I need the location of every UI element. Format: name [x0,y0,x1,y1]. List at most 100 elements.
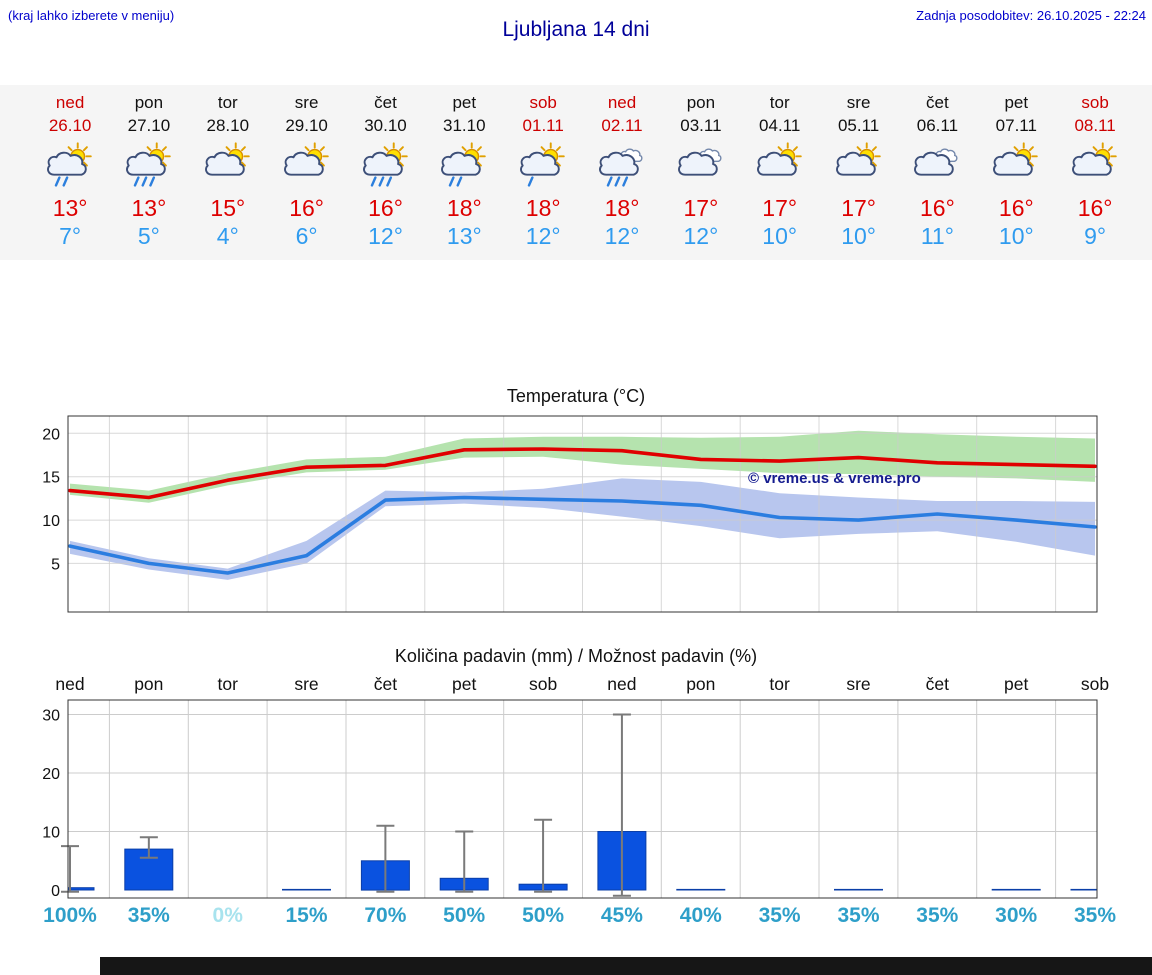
day-name: tor [217,93,238,112]
precip-day-label: čet [926,674,949,694]
precip-day-label: sre [846,674,870,694]
forecast-day: čet 30.10 16° 12° [346,85,425,250]
weather-icon [188,142,267,192]
temp-min: 10° [762,223,798,249]
sun-cloud-icon [835,142,881,176]
forecast-day: čet 06.11 16° 11° [898,85,977,250]
precip-error-bar [376,824,395,893]
weather-icon [267,142,346,192]
weather-icon [31,142,110,192]
temp-min: 6° [295,223,318,249]
sun-rain2-icon [441,142,487,187]
precip-error-bar [139,836,158,859]
temp-min: 12° [368,223,403,249]
day-name: sre [846,93,871,112]
day-date: 05.11 [837,116,880,135]
temp-max: 18° [604,195,640,221]
sun-cloud-icon [1072,142,1117,176]
precip-probability: 15% [285,904,327,927]
temp-min: 4° [216,223,239,249]
weather-icon [1056,142,1135,192]
precip-day-label: ned [607,674,636,694]
precip-probability: 45% [601,904,643,927]
day-name: čet [374,93,397,112]
temp-max: 15° [210,195,246,221]
precip-probability: 35% [837,904,879,927]
day-name: tor [769,93,790,112]
forecast-day: pet 07.11 16° 10° [977,85,1056,250]
precipitation-chart-title: Količina padavin (mm) / Možnost padavin … [394,646,758,666]
weather-icon [583,142,662,192]
sun-cloud-icon [993,142,1039,176]
precip-ytick: 0 [51,883,60,900]
min-temp-line [68,495,1097,575]
forecast-strip: ned 26.10 13° 7° pon 27.10 13° 5° tor 28… [0,85,1152,260]
precip-bar [834,888,883,891]
temp-min: 9° [1084,223,1107,249]
precip-probability: 35% [759,904,801,927]
day-name: sob [1081,93,1109,112]
forecast-day: pon 27.10 13° 5° [109,85,188,250]
precip-day-label: ned [55,674,84,694]
day-date: 28.10 [206,116,250,135]
forecast-day: ned 02.11 18° 12° [583,85,662,250]
weather-icon [504,142,583,192]
precip-probability: 35% [128,904,170,927]
forecast-day: sob 08.11 16° 9° [1056,85,1135,250]
precip-day-label: pet [1004,674,1028,694]
temp-ytick: 5 [51,556,60,573]
temp-max: 16° [368,195,403,221]
temperature-chart-svg: © vreme.us & vreme.pro 5 10 15 20 [42,415,1098,613]
temp-min: 12° [683,223,719,249]
precip-bar [991,888,1041,891]
precip-bar [1070,888,1097,891]
day-name: ned [55,93,85,112]
temp-ytick: 10 [42,513,60,530]
day-date: 01.11 [522,116,564,135]
weather-icon [425,142,504,192]
precip-day-label: tor [769,674,790,694]
clouds-rain3-icon [599,148,643,187]
temp-ytick: 20 [42,426,60,443]
temp-max: 16° [920,195,955,221]
sun-rain3-icon [125,142,171,187]
precipitation-chart-svg: ned pon tor sre čet pet sob ned pon tor sre čet pet s… [42,674,1116,927]
precip-day-label: pon [134,674,163,694]
day-date: 03.11 [680,116,722,135]
clouds-icon [677,148,722,176]
location-menu-note[interactable]: (kraj lahko izberete v meniju) [8,8,175,23]
weather-icon [346,142,425,192]
day-date: 06.11 [916,116,959,135]
day-name: sob [529,93,557,112]
max-temp-line [68,447,1097,500]
weather-icon [977,142,1056,192]
precip-probability: 0% [213,904,244,927]
forecast-day: sre 05.11 17° 10° [819,85,898,250]
page-title: Ljubljana 14 dni [502,18,650,41]
temp-min: 5° [137,223,160,249]
clouds-icon [914,148,958,176]
precip-ytick: 10 [42,825,60,842]
sun-rain2-icon [47,142,92,187]
day-date: 27.10 [127,116,171,135]
sun-rain3-icon [362,142,408,187]
day-date: 08.11 [1074,116,1116,135]
temp-ytick: 15 [42,470,60,487]
temperature-chart: © vreme.us & vreme.pro 5 10 15 20 [0,412,1152,622]
temp-max: 16° [1077,195,1113,221]
precip-probability: 50% [443,904,485,927]
day-date: 02.11 [601,116,643,135]
day-date: 04.11 [759,116,801,135]
temp-min: 12° [525,223,561,249]
temp-min: 10° [998,223,1034,249]
forecast-day: tor 28.10 15° 4° [188,85,267,250]
precip-day-label: pon [686,674,715,694]
last-update-label: Zadnja posodobitev: 26.10.2025 - 22:24 [916,8,1146,23]
sun-rain1-icon [520,142,565,187]
temp-max: 18° [446,195,482,221]
precip-error-bar [61,845,79,893]
precip-error-bar [612,713,631,897]
day-name: pon [134,93,164,112]
temp-max: 17° [841,195,876,221]
precip-day-label: čet [374,674,397,694]
